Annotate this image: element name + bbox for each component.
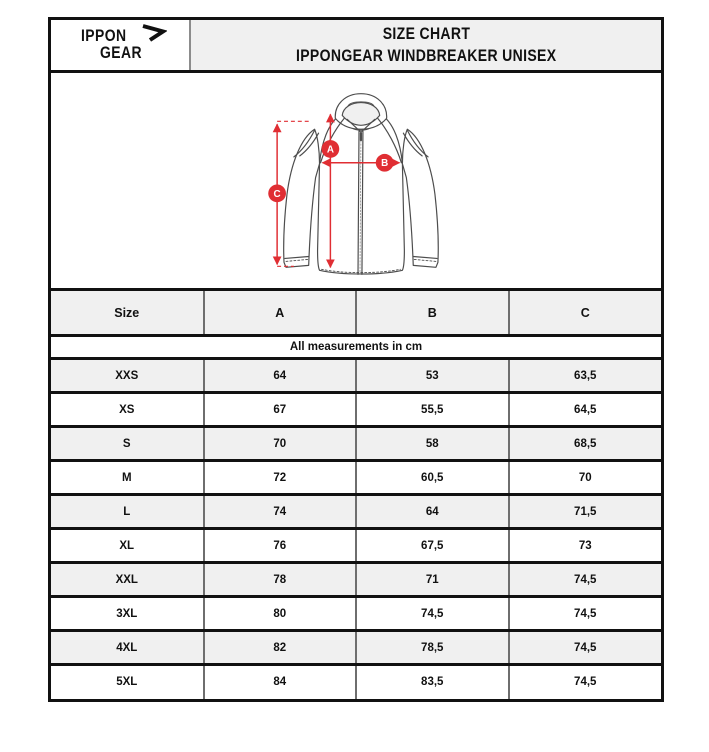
value-a-cell: 78: [202, 561, 356, 597]
size-cell: 5XL: [51, 663, 204, 699]
table-row: XXS 64 53 63,5: [51, 357, 661, 393]
table-row: L 74 64 71,5: [51, 493, 661, 529]
logo-text-ippon: IPPON: [81, 26, 127, 45]
table-row: 5XL 84 83,5 74,5: [51, 663, 661, 699]
measure-badge-a: [321, 140, 340, 158]
value-b-cell: 55,5: [355, 391, 509, 427]
column-header-a: A: [202, 288, 356, 336]
header-band: IPPON GEAR SIZE CHART IPPONGEAR WINDBREA…: [51, 20, 661, 70]
value-b-cell: 58: [355, 425, 509, 461]
table-header-row: Size A B C: [51, 288, 661, 336]
value-c-cell: 64,5: [507, 391, 661, 427]
value-b-cell: 53: [355, 357, 509, 393]
value-b-cell: 67,5: [355, 527, 509, 563]
table-row: XXL 78 71 74,5: [51, 561, 661, 597]
value-a-cell: 74: [202, 493, 356, 529]
title-block: SIZE CHART IPPONGEAR WINDBREAKER UNISEX: [191, 20, 661, 70]
column-header-size: Size: [51, 288, 204, 336]
value-c-cell: 73: [507, 527, 661, 563]
value-c-cell: 74,5: [507, 629, 661, 665]
column-header-c: C: [507, 288, 661, 336]
size-cell: S: [51, 425, 204, 461]
table-row: XL 76 67,5 73: [51, 527, 661, 563]
value-a-cell: 82: [202, 629, 356, 665]
value-b-cell: 71: [355, 561, 509, 597]
measure-label-a: A: [327, 144, 334, 155]
value-c-cell: 74,5: [507, 561, 661, 597]
measurement-figure: A B C: [51, 70, 661, 288]
table-row: 3XL 80 74,5 74,5: [51, 595, 661, 631]
value-a-cell: 76: [202, 527, 356, 563]
size-cell: 3XL: [51, 595, 204, 631]
size-chart-sheet: IPPON GEAR SIZE CHART IPPONGEAR WINDBREA…: [48, 17, 664, 702]
units-note-row: All measurements in cm: [51, 334, 661, 359]
size-cell: XL: [51, 527, 204, 563]
value-c-cell: 74,5: [507, 663, 661, 699]
logo-chevron-icon: [142, 24, 167, 42]
size-cell: 4XL: [51, 629, 204, 665]
value-b-cell: 74,5: [355, 595, 509, 631]
value-c-cell: 71,5: [507, 493, 661, 529]
size-table: Size A B C All measurements in cm XXS 64…: [51, 288, 661, 699]
value-a-cell: 84: [202, 663, 356, 699]
windbreaker-diagram: A B C: [268, 93, 439, 275]
size-cell: XS: [51, 391, 204, 427]
table-row: S 70 58 68,5: [51, 425, 661, 461]
value-b-cell: 83,5: [355, 663, 509, 699]
logo-text-gear: GEAR: [100, 43, 142, 62]
units-note: All measurements in cm: [51, 334, 661, 359]
table-row: XS 67 55,5 64,5: [51, 391, 661, 427]
brand-logo: IPPON GEAR: [51, 20, 191, 70]
measure-badge-b: [375, 153, 394, 172]
size-cell: XXL: [51, 561, 204, 597]
table-row: M 72 60,5 70: [51, 459, 661, 495]
value-a-cell: 64: [202, 357, 356, 393]
column-header-b: B: [355, 288, 509, 336]
value-c-cell: 68,5: [507, 425, 661, 461]
value-c-cell: 70: [507, 459, 661, 495]
table-row: 4XL 82 78,5 74,5: [51, 629, 661, 665]
size-cell: XXS: [51, 357, 204, 393]
value-a-cell: 70: [202, 425, 356, 461]
value-c-cell: 74,5: [507, 595, 661, 631]
measure-badge-c: [268, 184, 286, 203]
value-a-cell: 80: [202, 595, 356, 631]
page-subtitle: IPPONGEAR WINDBREAKER UNISEX: [295, 47, 557, 65]
size-table-body: XXS 64 53 63,5 XS 67 55,5 64,5 S 70 58 6…: [51, 357, 661, 699]
value-b-cell: 60,5: [355, 459, 509, 495]
value-b-cell: 64: [355, 493, 509, 529]
measure-label-c: C: [274, 189, 281, 200]
size-cell: M: [51, 459, 204, 495]
value-a-cell: 67: [202, 391, 356, 427]
value-a-cell: 72: [202, 459, 356, 495]
measure-label-b: B: [381, 158, 388, 169]
value-c-cell: 63,5: [507, 357, 661, 393]
size-cell: L: [51, 493, 204, 529]
page-title: SIZE CHART: [382, 24, 470, 43]
value-b-cell: 78,5: [355, 629, 509, 665]
